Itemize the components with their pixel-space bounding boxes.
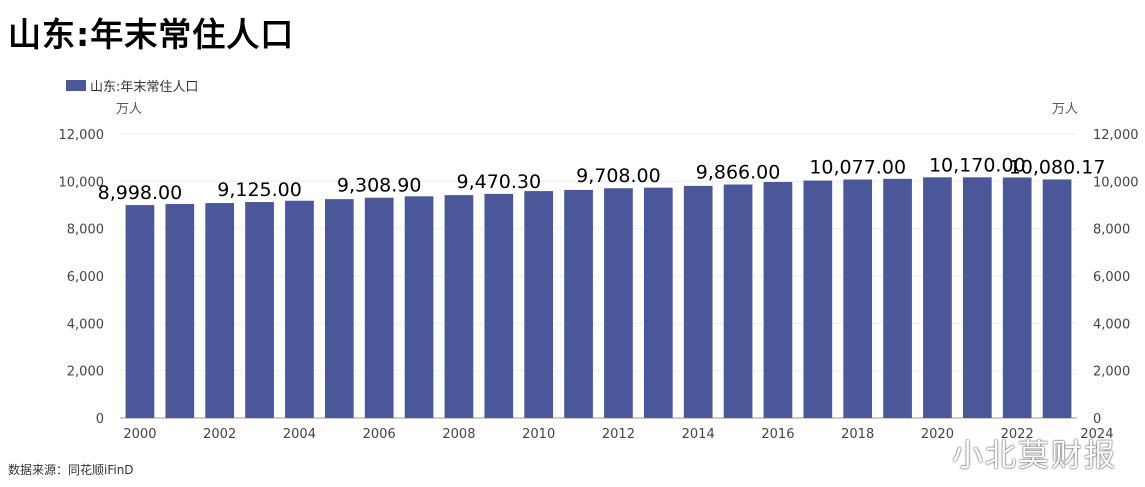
data-label: 9,866.00 bbox=[696, 162, 781, 184]
bar[interactable] bbox=[643, 187, 673, 418]
bar[interactable] bbox=[843, 179, 873, 418]
bar[interactable] bbox=[803, 180, 833, 418]
bar[interactable] bbox=[564, 189, 593, 418]
bar[interactable] bbox=[683, 185, 713, 418]
x-tick-label: 2016 bbox=[761, 427, 794, 442]
gridlines bbox=[120, 133, 1077, 419]
y-tick-label-right: 10,000 bbox=[1093, 175, 1139, 190]
y-tick-label-right: 4,000 bbox=[1093, 317, 1130, 332]
data-label: 9,708.00 bbox=[576, 165, 661, 187]
x-tick-label: 2020 bbox=[921, 427, 954, 442]
x-tick-label: 2008 bbox=[442, 427, 475, 442]
bar[interactable] bbox=[923, 177, 952, 418]
bar[interactable] bbox=[205, 203, 235, 418]
y-tick-label-left: 4,000 bbox=[67, 317, 104, 332]
bar[interactable] bbox=[404, 196, 434, 418]
bar[interactable] bbox=[604, 188, 633, 418]
bar[interactable] bbox=[962, 177, 992, 418]
y-axis-unit-right: 万人 bbox=[1052, 102, 1079, 117]
y-tick-label-left: 6,000 bbox=[67, 270, 104, 285]
bar[interactable] bbox=[524, 191, 554, 418]
x-tick-label: 2018 bbox=[841, 427, 874, 442]
bar[interactable] bbox=[763, 181, 793, 418]
data-labels: 8,998.00 9,125.00 9,308.90 9,470.30 9,708.00… bbox=[98, 154, 1106, 204]
bar[interactable] bbox=[1002, 177, 1032, 418]
y-tick-label-right: 2,000 bbox=[1093, 365, 1130, 380]
y-tick-label-right: 6,000 bbox=[1093, 270, 1130, 285]
y-tick-label-left: 0 bbox=[96, 412, 104, 427]
bar[interactable] bbox=[723, 184, 753, 418]
data-label: 10,080.17 bbox=[1009, 156, 1106, 178]
x-axis: 2000 2002 2004 2006 2008 2010 2012 2014 2016 2018… bbox=[123, 427, 1113, 442]
bar[interactable] bbox=[364, 197, 394, 418]
x-tick-label: 2010 bbox=[522, 427, 555, 442]
data-label: 10,077.00 bbox=[809, 157, 906, 179]
data-label: 8,998.00 bbox=[98, 182, 183, 204]
x-tick-label: 2022 bbox=[1001, 427, 1034, 442]
x-tick-label: 2024 bbox=[1080, 427, 1113, 442]
x-tick-label: 2014 bbox=[682, 427, 715, 442]
x-tick-label: 2000 bbox=[123, 427, 156, 442]
bar[interactable] bbox=[245, 202, 274, 418]
x-tick-label: 2006 bbox=[363, 427, 396, 442]
legend[interactable]: 山东:年末常住人口 bbox=[66, 76, 198, 95]
bar[interactable] bbox=[484, 193, 514, 418]
y-tick-label-left: 2,000 bbox=[67, 365, 104, 380]
y-axis-unit-left: 万人 bbox=[116, 102, 143, 117]
x-tick-label: 2012 bbox=[602, 427, 635, 442]
x-tick-label: 2002 bbox=[203, 427, 236, 442]
watermark: 小北莫财报 bbox=[952, 438, 1117, 474]
data-label: 10,170.00 bbox=[929, 154, 1026, 176]
bar[interactable] bbox=[165, 204, 195, 418]
bar[interactable] bbox=[285, 200, 314, 418]
y-axis-left: 0 2,000 4,000 6,000 8,000 10,000 12,000 bbox=[59, 128, 105, 427]
y-tick-label-right: 12,000 bbox=[1093, 128, 1139, 143]
bar[interactable] bbox=[125, 205, 155, 418]
x-tick-label: 2004 bbox=[283, 427, 316, 442]
bar[interactable] bbox=[1042, 179, 1072, 418]
y-tick-label-right: 0 bbox=[1093, 412, 1101, 427]
y-tick-label-left: 10,000 bbox=[59, 175, 105, 190]
y-tick-label-right: 8,000 bbox=[1093, 223, 1130, 238]
data-label: 9,125.00 bbox=[217, 179, 302, 201]
y-axis-right: 0 2,000 4,000 6,000 8,000 10,000 12,000 bbox=[1093, 128, 1139, 427]
legend-swatch bbox=[66, 80, 86, 91]
data-label: 9,470.30 bbox=[457, 171, 542, 193]
y-tick-label-left: 12,000 bbox=[59, 128, 105, 143]
chart-title: 山东:年末常住人口 bbox=[8, 15, 295, 54]
legend-label: 山东:年末常住人口 bbox=[90, 80, 199, 95]
bar[interactable] bbox=[324, 199, 354, 418]
data-source: 数据来源：同花顺iFinD bbox=[8, 463, 134, 477]
data-label: 9,308.90 bbox=[337, 175, 422, 197]
bar[interactable] bbox=[883, 178, 912, 418]
bar[interactable] bbox=[444, 195, 474, 418]
bars bbox=[125, 177, 1072, 418]
y-tick-label-left: 8,000 bbox=[67, 223, 104, 238]
